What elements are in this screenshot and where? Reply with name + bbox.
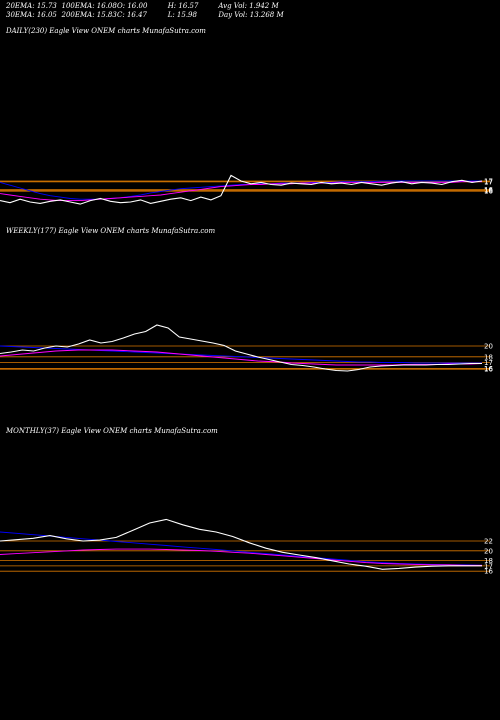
axis-tick-label: 17 [484,562,493,570]
axis-tick-label: 20 [484,343,493,351]
low-value: L: 15.98 [167,11,197,19]
price-line [0,174,483,205]
price-line [0,518,482,570]
price-line [0,324,482,372]
axis-tick-label: 17 [484,359,493,367]
avg-vol-value: Avg Vol: 1.942 M [218,2,279,10]
axis-tick-label: 16 [484,568,493,576]
ema200-value: 200EMA: 15.83 [61,11,117,19]
axis-tick-label: 20 [484,547,493,555]
axis-tick-label: 22 [484,538,493,546]
open-value: O: 16.00 [117,2,148,10]
ema-fast-line [0,345,482,364]
stats-header: 20EMA: 15.73 100EMA: 16.08 O: 16.00 H: 1… [6,2,306,20]
axis-tick-label: 16 [484,366,493,374]
ema30-value: 30EMA: 16.05 [6,11,57,19]
axis-tick-label: 18 [484,353,493,361]
ema20-value: 20EMA: 15.73 [6,2,57,10]
close-value: C: 16.47 [117,11,148,19]
axis-tick-label: 16 [484,188,493,196]
weekly-panel-title: WEEKLY(177) Eagle View ONEM charts Munaf… [6,227,216,235]
ema-fast-line [0,531,483,566]
axis-tick-label: 17 [484,178,493,186]
ema100-value: 100EMA: 16.08 [61,2,117,10]
monthly-panel-title: MONTHLY(37) Eagle View ONEM charts Munaf… [6,427,218,435]
daily-panel-title: DAILY(230) Eagle View ONEM charts Munafa… [6,27,206,35]
axis-tick-label: 18 [484,557,493,565]
day-vol-value: Day Vol: 13.268 M [218,11,284,19]
ema-slow-line [0,548,482,566]
high-value: H: 16.57 [167,2,199,10]
ema-fast-line [0,180,482,200]
daily-chart: 1717161616 [0,174,493,205]
ema-slow-line [0,181,482,202]
